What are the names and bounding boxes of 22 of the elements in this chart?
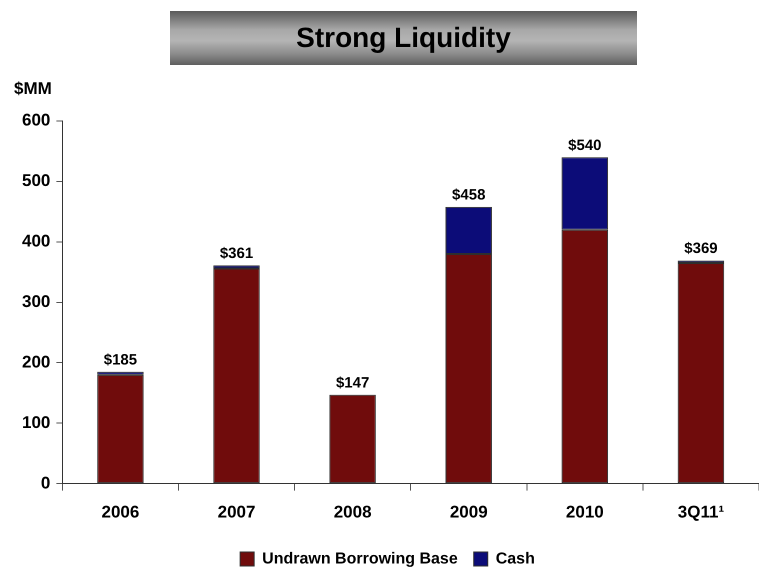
x-tick-label: 2009 [450,502,488,522]
x-tick-label: 3Q11¹ [678,502,724,522]
total-label: $361 [220,245,254,262]
x-tick-label: 2008 [334,502,372,522]
y-tick-label: 200 [22,352,50,372]
y-tick-label: 400 [22,232,50,251]
total-label: $458 [452,186,486,204]
total-label: $185 [104,351,138,368]
x-tick-label: 2006 [102,502,140,522]
y-tick-label: 100 [22,412,50,432]
y-tick-label: 600 [22,110,50,130]
legend-label: Undrawn Borrowing Base [262,550,458,568]
y-tick-label: 500 [22,171,50,190]
total-label: $369 [684,240,718,258]
y-tick-label: 0 [40,473,50,492]
y-tick-label: 300 [22,292,50,311]
legend-label: Cash [496,550,535,568]
total-label: $147 [336,374,370,392]
y-axis-title: $MM [14,79,52,99]
x-tick-label: 2007 [218,502,256,522]
total-label: $540 [568,136,602,154]
x-tick-label: 2010 [566,502,604,522]
